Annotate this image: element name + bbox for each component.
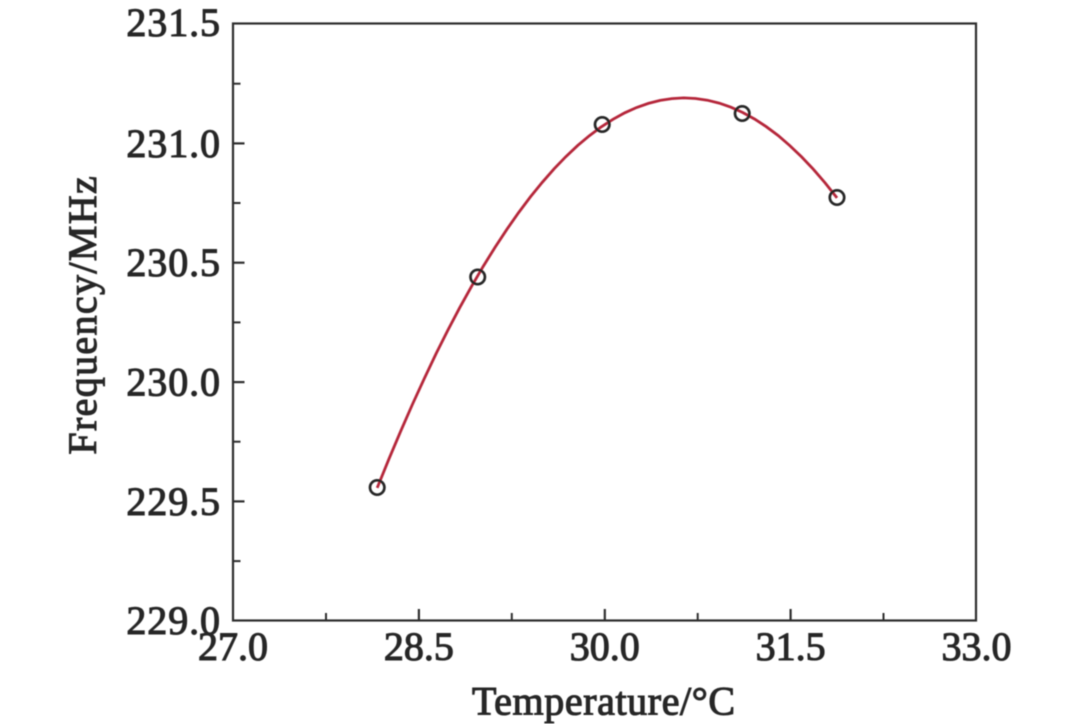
svg-text:33.0: 33.0 [942,624,1012,669]
svg-text:231.0: 231.0 [126,121,221,166]
svg-text:229.0: 229.0 [126,598,221,643]
svg-text:231.5: 231.5 [126,0,221,45]
svg-text:31.5: 31.5 [756,624,826,669]
svg-text:28.5: 28.5 [384,624,454,669]
svg-text:30.0: 30.0 [570,624,640,669]
svg-text:27.0: 27.0 [198,624,268,669]
svg-text:Temperature/°C: Temperature/°C [472,679,736,724]
svg-text:229.5: 229.5 [126,479,221,524]
svg-text:230.0: 230.0 [126,360,221,405]
svg-text:Frequency/MHz: Frequency/MHz [60,175,105,455]
svg-text:230.5: 230.5 [126,240,221,285]
